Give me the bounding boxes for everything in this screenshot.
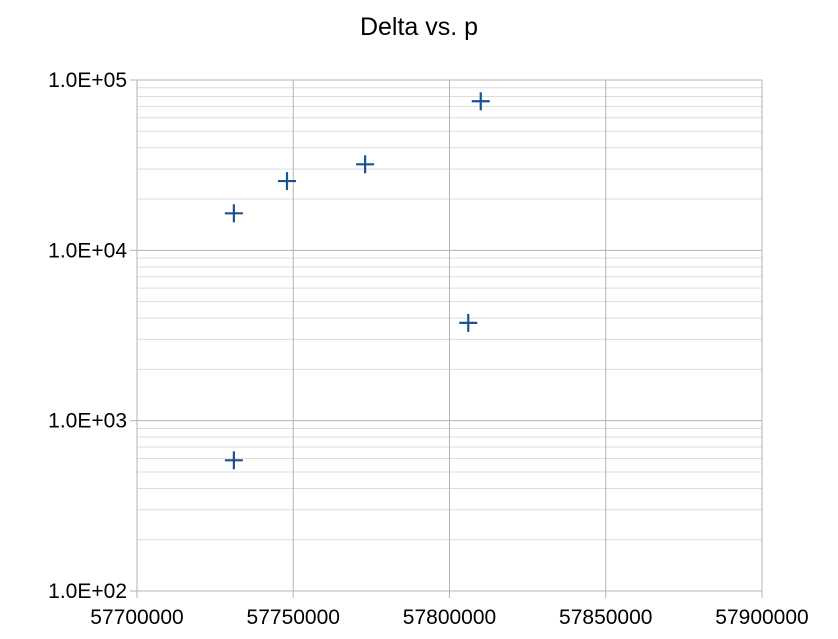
x-tick-label: 57900000 <box>715 606 808 629</box>
data-point <box>224 204 243 223</box>
data-point <box>278 172 296 191</box>
chart-title: Delta vs. p <box>360 13 478 41</box>
data-point <box>224 451 243 470</box>
tick-labels: 1.0E+02 1.0E+03 1.0E+04 1.0E+05 57700000 5775… <box>48 69 809 629</box>
data-point <box>459 313 478 332</box>
data-point <box>356 155 375 174</box>
y-tick-label: 1.0E+05 <box>48 69 127 92</box>
x-tick-label: 57700000 <box>90 606 183 629</box>
x-tick-label: 57750000 <box>247 606 340 629</box>
data-point <box>471 92 490 111</box>
data-points <box>224 92 490 470</box>
grid <box>136 79 763 592</box>
y-tick-label: 1.0E+02 <box>48 580 127 603</box>
y-tick-label: 1.0E+04 <box>48 239 127 262</box>
y-tick-label: 1.0E+03 <box>48 410 127 433</box>
x-tick-label: 57850000 <box>559 606 652 629</box>
x-tick-label: 57800000 <box>403 606 496 629</box>
axes <box>130 79 763 598</box>
